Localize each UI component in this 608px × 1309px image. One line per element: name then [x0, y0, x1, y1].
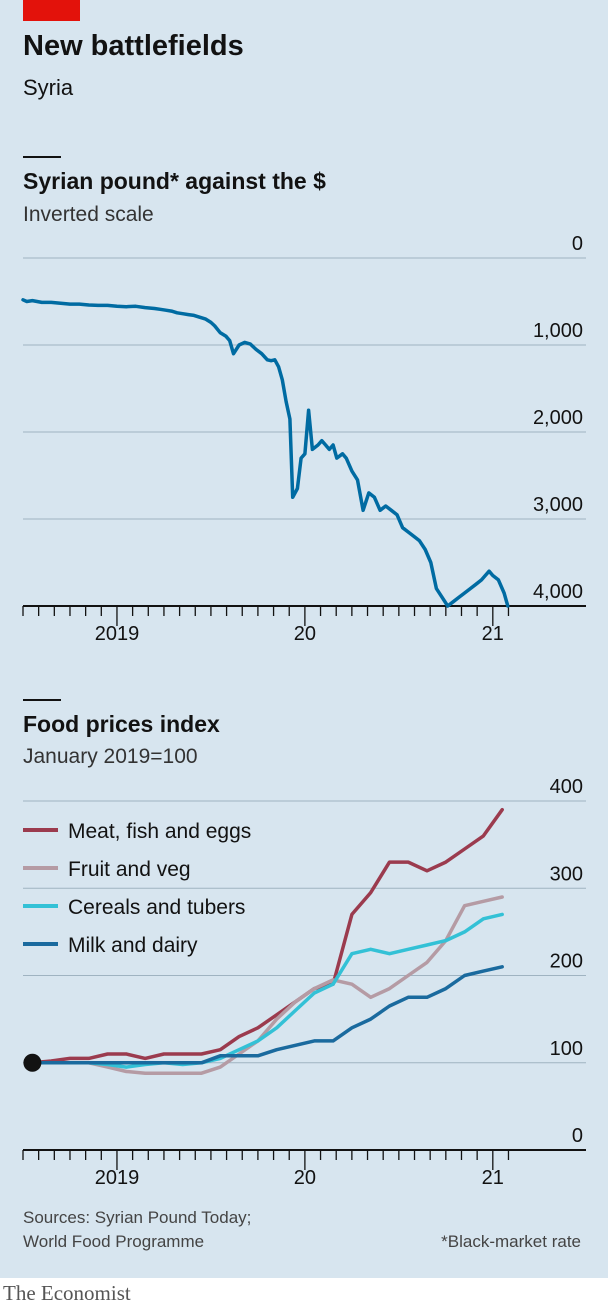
- y-tick-label: 400: [550, 776, 583, 798]
- food-chart-subtitle: January 2019=100: [23, 745, 198, 768]
- y-tick-label: 100: [550, 1038, 583, 1060]
- x-tick-label: 21: [482, 623, 504, 645]
- footnote: *Black-market rate: [441, 1232, 581, 1251]
- y-tick-label: 4,000: [533, 581, 583, 603]
- y-tick-label: 300: [550, 863, 583, 885]
- legend-label-2: Cereals and tubers: [68, 896, 245, 919]
- y-tick-label: 200: [550, 951, 583, 973]
- sources-line-1: Sources: Syrian Pound Today;: [23, 1208, 252, 1227]
- y-tick-label: 0: [572, 233, 583, 255]
- series-line-1: [30, 895, 504, 1075]
- legend-label-3: Milk and dairy: [68, 934, 198, 957]
- x-tick-label: 2019: [95, 1167, 140, 1189]
- food-chart: 0 100 200 300 400 2019 20 21 Meat, fish and eggs…: [22, 776, 586, 1189]
- series-line-0: [21, 298, 510, 608]
- section-rule-food: [23, 699, 61, 701]
- chart-title: New battlefields: [23, 30, 244, 62]
- brand-red-tag: [23, 0, 80, 21]
- x-tick-label: 20: [294, 623, 316, 645]
- pound-chart-title: Syrian pound* against the $: [23, 168, 326, 194]
- series-line-2: [30, 912, 504, 1069]
- sources-line-2: World Food Programme: [23, 1232, 205, 1251]
- y-tick-label: 3,000: [533, 494, 583, 516]
- pound-chart: 0 1,000 2,000 3,000 4,000 2019 20 21: [21, 233, 586, 645]
- x-tick-label: 21: [482, 1167, 504, 1189]
- legend-label-1: Fruit and veg: [68, 858, 191, 881]
- y-tick-label: 0: [572, 1125, 583, 1147]
- section-rule-pound: [23, 156, 61, 158]
- series-line-0: [30, 807, 504, 1065]
- series-line-3: [30, 965, 504, 1065]
- x-tick-label: 20: [294, 1167, 316, 1189]
- y-tick-label: 2,000: [533, 407, 583, 429]
- start-marker: [23, 1053, 42, 1072]
- chart-subtitle: Syria: [23, 75, 74, 100]
- y-tick-label: 1,000: [533, 320, 583, 342]
- brand-logo-text: The Economist: [3, 1281, 131, 1305]
- pound-chart-subtitle: Inverted scale: [23, 203, 154, 226]
- food-chart-title: Food prices index: [23, 711, 220, 737]
- legend-label-0: Meat, fish and eggs: [68, 820, 251, 843]
- x-tick-label: 2019: [95, 623, 140, 645]
